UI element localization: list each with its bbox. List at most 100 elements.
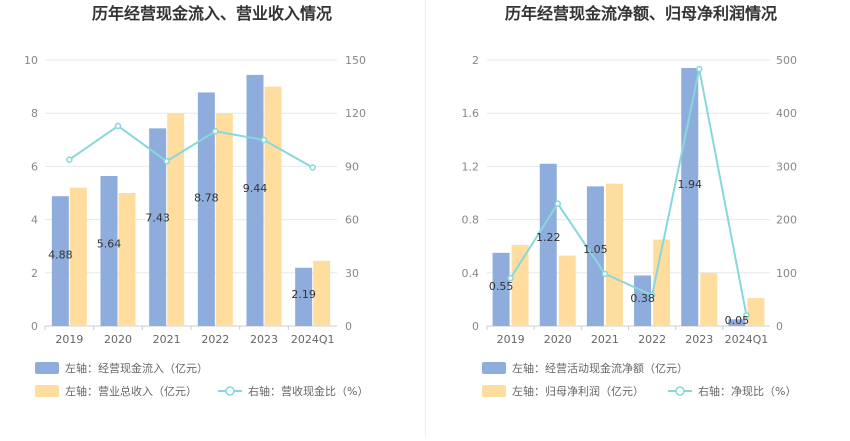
ratio-line-point [648,291,656,299]
ratio-line-point [743,312,750,319]
bar-secondary [558,255,576,326]
ratio-line-point [507,274,514,282]
left-axis-tick-label: 0.8 [462,214,480,227]
right-axis-tick-label: 150 [345,54,366,67]
x-axis-tick-label: 2020 [544,333,572,346]
bar-data-label: 7.43 [145,211,170,224]
right-axis-tick-label: 0 [345,320,352,333]
right-axis-tick-label: 30 [345,267,359,280]
left-axis-tick-label: 0 [31,320,38,333]
bar-secondary [313,260,331,326]
bar-data-label: 9.44 [243,182,268,195]
bar-secondary [747,298,765,326]
ratio-line-point [114,122,122,130]
left-axis-tick-label: 2 [472,54,479,67]
left-axis-tick-label: 6 [31,160,38,173]
ratio-line [509,68,748,316]
left-axis-tick-label: 2 [31,267,38,280]
left-axis-tick-label: 0 [472,320,479,333]
bar-data-label: 2.19 [291,288,316,301]
bar-data-label: 1.22 [536,231,561,244]
bar-primary [681,67,699,326]
legend-label: 右轴：净现比（%） [698,384,796,398]
chart-svg-left: 历年经营现金流入、营业收入情况 0 2 4 6 8 10 0 30 60 90 120 150 2019 2… [24,4,368,398]
bar-primary [246,74,264,327]
ratio-line-point [601,270,609,278]
left-axis-tick-label: 4 [31,214,38,227]
x-axis-tick-label: 2019 [55,333,83,346]
bar-data-label: 0.38 [630,292,655,305]
bar-primary [100,175,118,326]
x-axis-tick-label: 2023 [250,333,278,346]
legend-line-marker [675,386,685,396]
legend-line-marker [225,386,235,396]
ratio-line-point [554,200,561,207]
chart-netcashflow-profit: 历年经营现金流净额、归母净利润情况 0 0.4 0.8 1.2 1.6 2 0 100 200 30… [425,0,850,437]
right-axis-tick-label: 400 [776,107,797,120]
chart-svg-right: 历年经营现金流净额、归母净利润情况 0 0.4 0.8 1.2 1.6 2 0 100 200 30… [462,4,798,398]
legend-swatch [35,385,59,397]
bar-secondary [118,193,136,326]
x-axis-tick-label: 2019 [497,333,525,346]
chart-title: 历年经营现金流入、营业收入情况 [92,4,332,23]
right-axis-tick-label: 200 [776,214,797,227]
legend-swatch [482,385,506,397]
bar-secondary [700,272,718,326]
x-axis-tick-label: 2021 [591,333,619,346]
panel-divider [425,0,426,437]
x-axis-tick-label: 2024Q1 [291,333,335,346]
bar-secondary [264,86,282,326]
x-axis-tick-label: 2022 [201,333,229,346]
right-axis-tick-label: 90 [345,160,359,173]
right-axis-tick-label: 120 [345,107,366,120]
left-axis-tick-label: 1.6 [462,107,480,120]
bar-secondary [653,239,671,326]
bar-data-label: 1.94 [678,178,703,191]
legend-label: 左轴：营业总收入（亿元） [65,384,197,398]
bar-primary [586,186,604,326]
bar-primary [295,267,313,326]
bar-primary [539,163,557,326]
chart-title: 历年经营现金流净额、归母净利润情况 [505,4,777,23]
bar-data-label: 5.64 [97,237,122,250]
bar-primary [197,92,215,327]
x-axis-tick-label: 2022 [638,333,666,346]
bar-primary [492,252,510,326]
right-axis-tick-label: 500 [776,54,797,67]
bar-primary [51,196,69,326]
legend-swatch [35,362,59,374]
right-axis-tick-label: 100 [776,267,797,280]
bar-data-label: 1.05 [583,243,608,256]
x-axis-tick-label: 2021 [153,333,181,346]
ratio-line-point [309,164,316,171]
right-axis-tick-label: 300 [776,160,797,173]
bar-data-label: 4.88 [48,249,73,262]
left-axis-tick-label: 8 [31,107,38,120]
bar-data-label: 0.55 [489,280,513,293]
ratio-line-point [163,158,170,165]
legend-label: 右轴：营收现金比（%） [248,384,368,398]
bar-secondary [167,113,185,326]
legend-label: 左轴：归母净利润（亿元） [512,384,644,398]
bar-secondary [605,183,623,326]
chart-cashflow-revenue: 历年经营现金流入、营业收入情况 0 2 4 6 8 10 0 30 60 90 120 150 2019 2… [0,0,425,437]
bar-secondary [69,187,87,326]
legend-swatch [482,362,506,374]
ratio-line-point [260,136,268,144]
bar-data-label: 0.05 [725,314,750,327]
x-axis-tick-label: 2023 [685,333,713,346]
ratio-line-point [696,65,703,73]
left-axis-tick-label: 10 [24,54,38,67]
right-axis-tick-label: 0 [776,320,783,333]
left-axis-tick-label: 0.4 [462,267,480,280]
legend-label: 左轴：经营活动现金流净额（亿元） [512,361,688,375]
bar-secondary [511,244,529,326]
bar-data-label: 8.78 [194,192,219,205]
x-axis-tick-label: 2020 [104,333,132,346]
legend-label: 左轴：经营现金流入（亿元） [65,361,208,375]
bar-secondary [215,113,233,326]
ratio-line-point [212,128,219,135]
x-axis-tick-label: 2024Q1 [725,333,769,346]
bar-primary [728,319,746,326]
bar-primary [149,128,167,326]
